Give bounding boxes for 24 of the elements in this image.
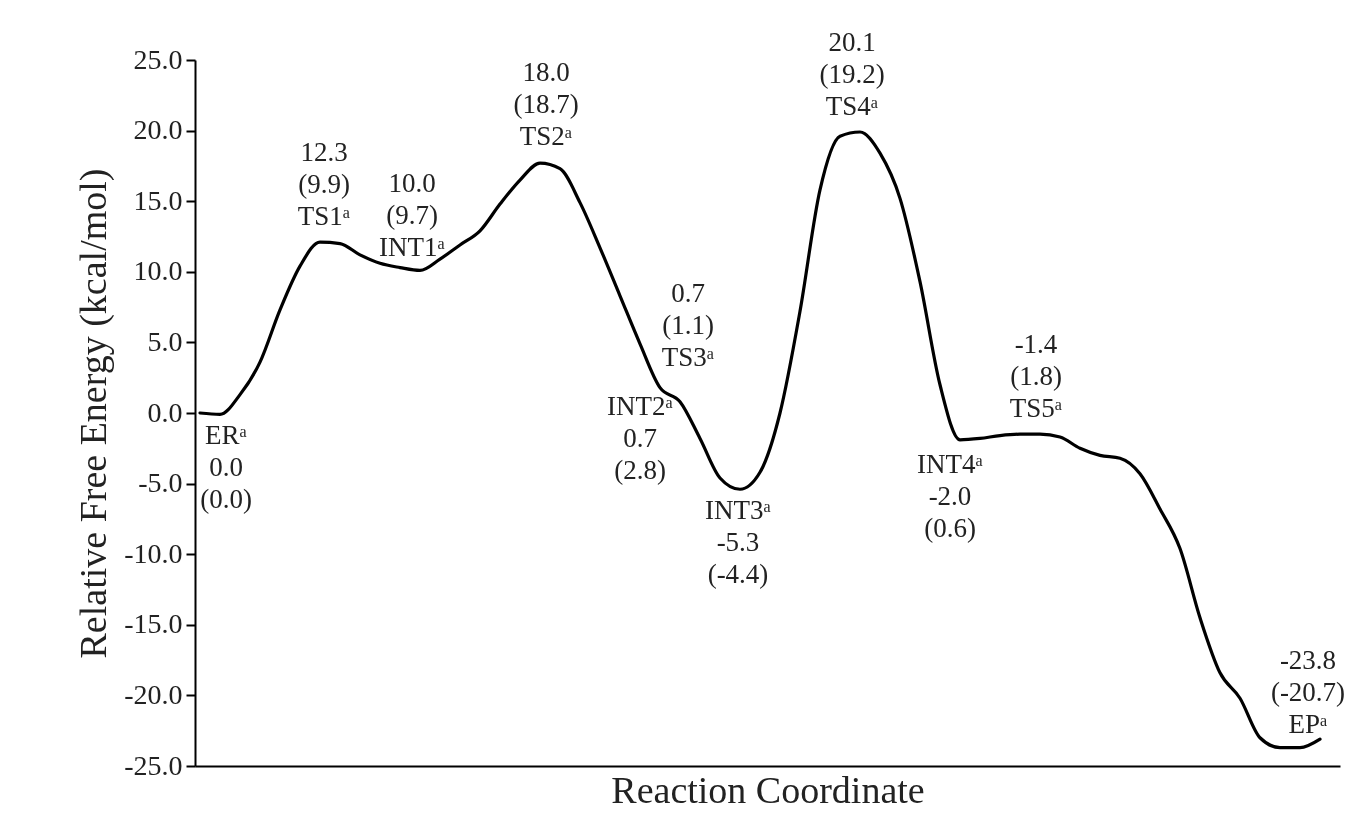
y-tick-label: 5.0 bbox=[147, 325, 183, 357]
annotation: 20.1 (19.2) TS4ᵃ bbox=[819, 27, 885, 122]
x-axis-title: Reaction Coordinate bbox=[611, 768, 925, 811]
y-axis-title: Relative Free Energy (kcal/mol) bbox=[72, 168, 116, 659]
y-tick-label: 20.0 bbox=[133, 114, 183, 146]
annotation: 18.0 (18.7) TS2ᵃ bbox=[513, 56, 579, 151]
y-tick-label: 15.0 bbox=[133, 184, 183, 216]
y-tick-label: -5.0 bbox=[138, 467, 183, 499]
y-tick-label: 0.0 bbox=[147, 396, 183, 428]
annotation: -23.8 (-20.7) EPᵃ bbox=[1270, 645, 1346, 740]
annotation: INT3ᵃ -5.3 (-4.4) bbox=[705, 494, 771, 589]
y-tick-label: -25.0 bbox=[124, 749, 183, 781]
annotation: ERᵃ 0.0 (0.0) bbox=[200, 420, 252, 514]
annotation: 0.7 (1.1) TS3ᵃ bbox=[661, 277, 715, 372]
y-tick-label: -10.0 bbox=[124, 537, 183, 569]
annotation: 12.3 (9.9) TS1ᵃ bbox=[297, 137, 351, 232]
annotation: 10.0 (9.7) INT1ᵃ bbox=[379, 167, 445, 262]
y-tick-label: 10.0 bbox=[133, 255, 183, 287]
y-tick-label: -15.0 bbox=[124, 608, 183, 640]
annotation: INT4ᵃ -2.0 (0.6) bbox=[917, 448, 983, 543]
annotation: -1.4 (1.8) TS5ᵃ bbox=[1009, 328, 1063, 423]
y-tick-label: -20.0 bbox=[124, 678, 183, 710]
y-tick-label: 25.0 bbox=[133, 43, 183, 75]
annotation: INT2ᵃ 0.7 (2.8) bbox=[607, 390, 673, 485]
